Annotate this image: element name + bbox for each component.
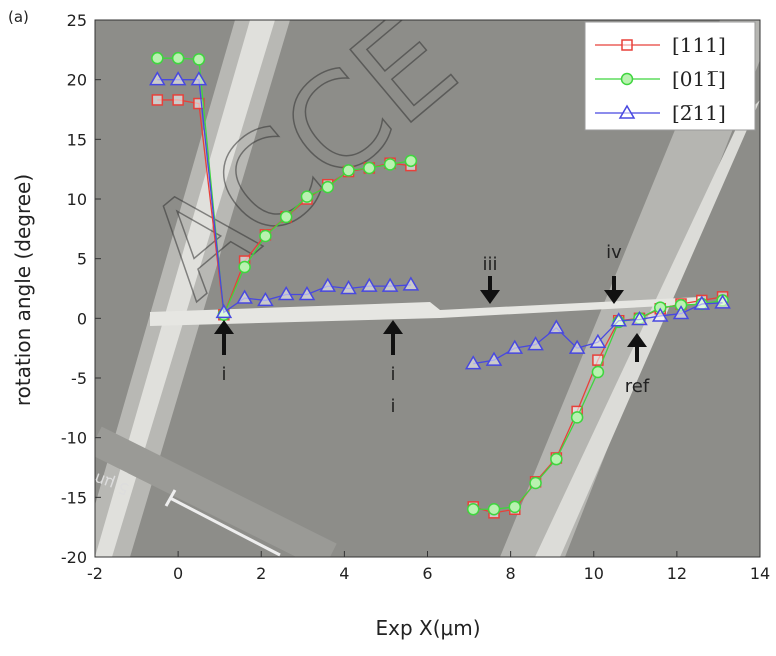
marker <box>172 94 184 106</box>
x-tick-label: 10 <box>584 564 604 583</box>
y-axis-label: rotation angle (degree) <box>11 174 35 406</box>
marker <box>404 154 418 168</box>
marker <box>610 312 627 327</box>
y-tick-label: 15 <box>67 130 87 149</box>
marker <box>151 51 164 65</box>
marker <box>259 229 272 243</box>
marker <box>149 71 166 86</box>
x-tick-label: 2 <box>256 564 266 583</box>
series-layer <box>149 51 731 519</box>
marker <box>672 305 690 320</box>
marker <box>300 190 314 203</box>
marker <box>190 71 208 86</box>
y-tick-label: -20 <box>61 548 87 567</box>
marker <box>319 277 337 292</box>
x-tick-label: 12 <box>667 564 687 583</box>
marker <box>714 294 731 309</box>
panel-label: (a) <box>8 8 29 26</box>
marker <box>693 295 711 310</box>
y-tick-label: 5 <box>77 250 87 269</box>
marker <box>527 336 544 351</box>
legend-label: [011̅] <box>672 67 726 91</box>
marker <box>383 158 397 171</box>
marker <box>236 289 253 304</box>
marker <box>570 411 584 424</box>
annotation: iii <box>482 254 497 275</box>
x-tick-label: 8 <box>506 564 516 583</box>
legend-box <box>584 21 756 131</box>
marker <box>485 351 503 366</box>
marker <box>342 164 355 177</box>
marker <box>620 72 634 86</box>
marker <box>193 97 205 110</box>
marker <box>340 280 357 295</box>
marker <box>506 339 524 354</box>
y-tick-label: -15 <box>61 488 87 507</box>
marker <box>151 94 164 106</box>
marker <box>277 285 295 301</box>
legend-label: [2̅11] <box>672 101 726 125</box>
marker <box>529 476 542 490</box>
y-tick-label: 20 <box>67 71 87 90</box>
marker <box>215 303 233 319</box>
annotation: ref <box>625 376 650 397</box>
y-tick-label: 10 <box>67 190 87 209</box>
marker <box>169 71 187 86</box>
marker <box>361 277 378 292</box>
marker <box>589 333 607 348</box>
marker <box>257 291 274 307</box>
marker <box>618 104 636 119</box>
x-tick-label: 0 <box>173 564 183 583</box>
marker <box>279 210 293 224</box>
annotations <box>214 276 647 362</box>
marker <box>651 307 669 322</box>
annotation: i <box>390 396 395 417</box>
annotation: iv <box>606 242 622 263</box>
x-tick-label: -2 <box>87 564 103 583</box>
marker <box>363 161 376 175</box>
y-tick-label: 25 <box>67 11 87 30</box>
marker <box>192 53 206 66</box>
marker <box>621 39 633 51</box>
marker <box>548 319 565 334</box>
y-tick-label: 0 <box>77 309 87 328</box>
marker <box>550 452 563 466</box>
legend-label: [111] <box>672 33 726 57</box>
marker <box>402 276 420 291</box>
marker <box>591 365 605 379</box>
x-axis-label: Exp X(μm) <box>375 616 480 640</box>
annotation: i <box>221 364 226 385</box>
marker <box>238 260 251 274</box>
marker <box>568 339 586 354</box>
marker <box>298 285 316 301</box>
marker <box>487 503 501 516</box>
legend: [111] [011̅] [2̅11] <box>595 33 726 125</box>
x-tick-label: 6 <box>422 564 432 583</box>
marker <box>381 277 399 292</box>
x-tick-label: 4 <box>339 564 349 583</box>
y-tick-label: -10 <box>61 429 87 448</box>
marker <box>631 311 648 326</box>
x-tick-label: 14 <box>750 564 770 583</box>
marker <box>171 51 185 65</box>
annotation: i <box>390 364 395 385</box>
y-tick-label: -5 <box>71 369 87 388</box>
marker <box>508 500 522 514</box>
marker <box>466 503 480 516</box>
marker <box>464 355 482 370</box>
marker <box>321 180 334 194</box>
